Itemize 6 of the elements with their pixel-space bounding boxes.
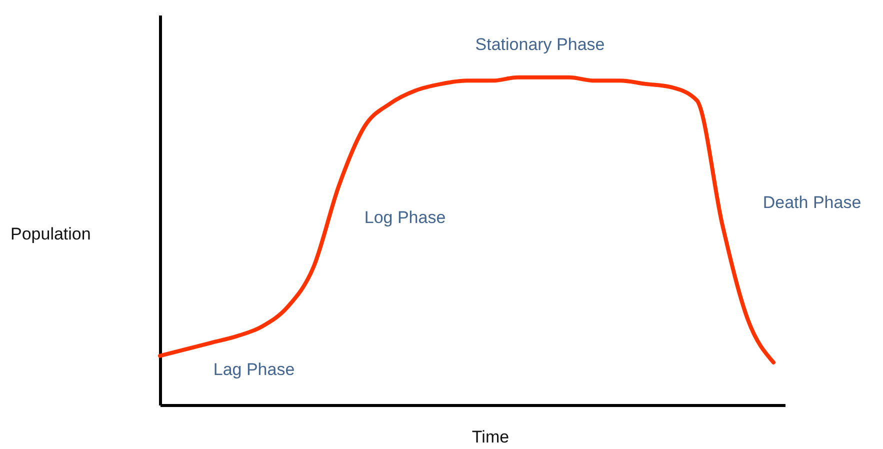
y-axis-title: Population (10, 224, 91, 244)
annotation: Log Phase (364, 208, 446, 227)
text: Stationary Phase (475, 35, 605, 54)
annotation: Lag Phase (213, 360, 295, 379)
annotation: Death Phase (762, 193, 862, 212)
x-axis-title: Time (472, 428, 510, 446)
